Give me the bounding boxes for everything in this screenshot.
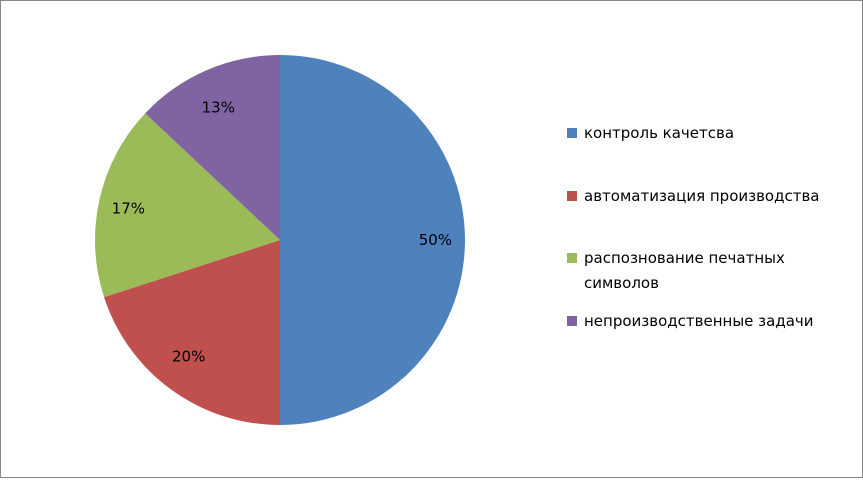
legend-swatch	[567, 253, 577, 263]
data-label: 20%	[172, 348, 205, 366]
legend-label: непроизводственные задачи	[584, 312, 814, 330]
legend-swatch	[567, 191, 577, 201]
pie-slice	[280, 55, 465, 425]
data-label: 50%	[419, 231, 452, 249]
data-label: 17%	[112, 200, 145, 218]
legend-label: распознование печатных символов	[584, 249, 785, 292]
legend-label: автоматизация производства	[584, 187, 820, 205]
pie-slice	[145, 55, 280, 240]
pie-slice	[104, 240, 281, 425]
legend-label: контроль качетсва	[584, 124, 734, 142]
legend-swatch	[567, 128, 577, 138]
pie-slice	[95, 113, 280, 298]
legend-swatch	[567, 316, 577, 326]
data-label: 13%	[202, 99, 235, 117]
